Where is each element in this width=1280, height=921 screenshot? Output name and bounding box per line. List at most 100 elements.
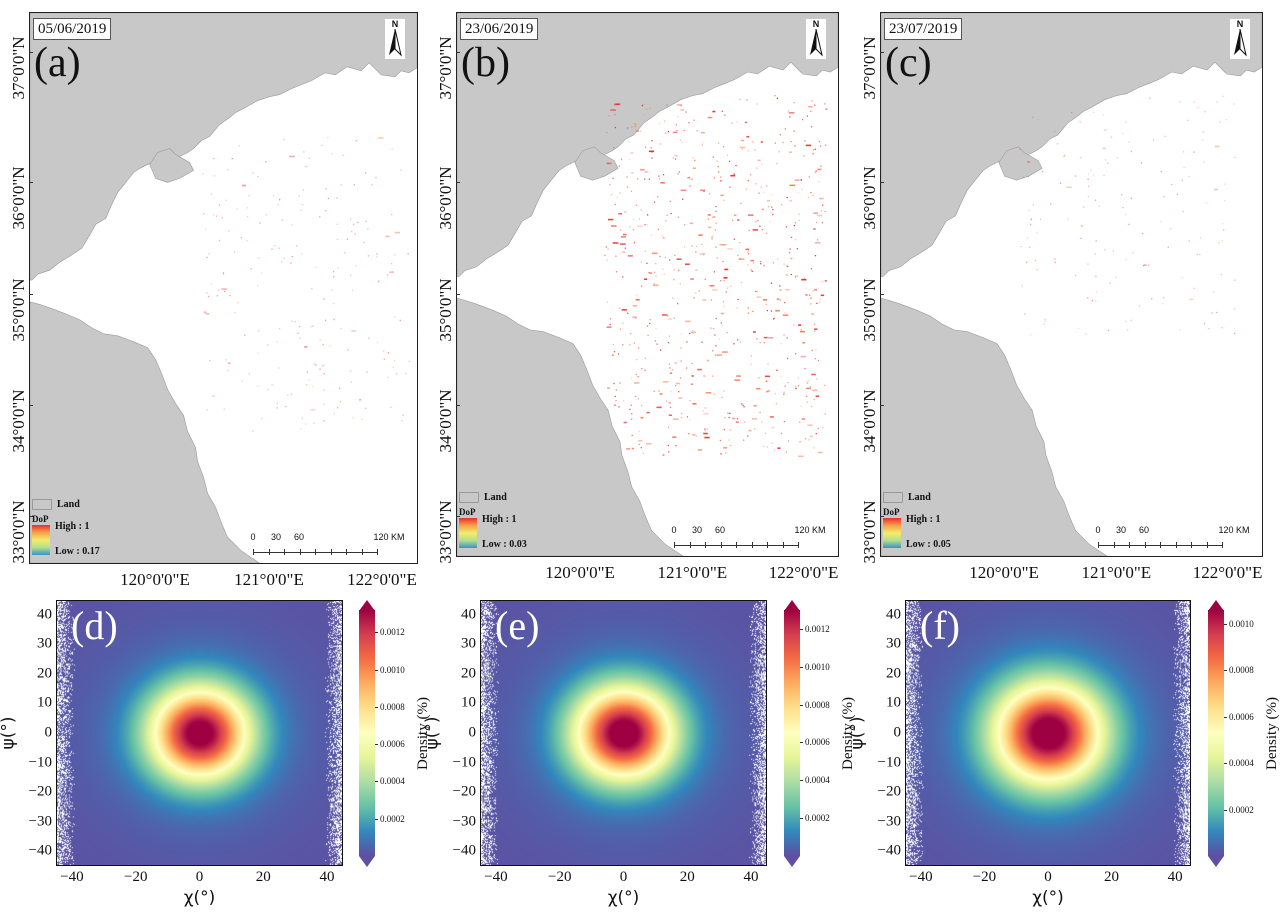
dop-speck <box>709 214 712 216</box>
dop-speck <box>331 289 333 291</box>
dop-speck <box>621 251 624 253</box>
dop-speck <box>327 197 330 200</box>
colorbar-tick-label: 0.0012 <box>380 627 405 638</box>
colorbar-extend-min <box>1208 856 1224 867</box>
dop-speck <box>794 387 797 390</box>
y-tick-label: 40 <box>461 606 476 623</box>
dop-speck <box>321 144 323 147</box>
dop-speck <box>272 195 275 197</box>
dop-speck <box>765 391 767 393</box>
dop-speck <box>674 154 678 157</box>
dop-speck <box>632 316 637 318</box>
dop-speck <box>371 184 373 186</box>
dop-speck <box>730 174 736 177</box>
dop-speck <box>265 214 267 216</box>
dop-speck <box>794 276 797 278</box>
dop-speck <box>676 130 678 132</box>
dop-speck <box>319 368 321 370</box>
dop-speck <box>276 341 278 343</box>
dop-speck <box>641 368 643 370</box>
y-tick-label: 40 <box>37 606 52 623</box>
dop-speck <box>323 298 325 300</box>
lat-label: 33°0'0"N <box>860 500 879 564</box>
dop-speck <box>347 349 349 351</box>
scale-tick <box>330 549 332 555</box>
dop-speck <box>281 219 283 221</box>
dop-speck <box>740 281 742 284</box>
dop-speck <box>257 284 259 287</box>
dop-speck <box>811 349 813 352</box>
dop-speck <box>299 337 301 339</box>
dop-speck <box>1102 147 1106 150</box>
dop-speck <box>737 298 739 301</box>
dop-speck <box>813 398 815 401</box>
dop-speck <box>667 342 670 344</box>
dop-speck <box>327 136 329 139</box>
dop-speck <box>624 247 626 249</box>
dop-speck <box>776 162 778 165</box>
dop-speck <box>333 318 335 321</box>
dop-speck <box>663 410 665 412</box>
dop-speck <box>694 434 696 436</box>
dop-speck <box>357 221 359 224</box>
dop-speck <box>712 375 714 377</box>
dop-speck <box>669 259 671 261</box>
dop-speck <box>365 220 367 223</box>
dop-speck <box>720 176 722 178</box>
colorbar-tick <box>375 744 378 746</box>
lat-label: 37°0'0"N <box>9 36 28 100</box>
dop-speck <box>363 241 365 244</box>
dop-speck <box>752 141 754 143</box>
dop-speck <box>612 242 619 244</box>
dop-speck <box>782 314 789 316</box>
lon-label: 121°0'0"E <box>657 563 728 582</box>
dop-speck <box>813 323 816 325</box>
dop-speck <box>1091 300 1094 302</box>
dop-speck <box>1107 329 1110 332</box>
dop-speck <box>819 298 821 300</box>
dop-pattern <box>202 136 410 432</box>
dop-speck <box>315 266 317 268</box>
dop-speck <box>613 146 615 149</box>
dop-speck <box>785 274 788 276</box>
dop-speck <box>647 334 649 336</box>
dop-speck <box>769 220 771 223</box>
dop-speck <box>222 273 225 275</box>
dop-speck <box>683 129 685 132</box>
dop-speck <box>1087 185 1090 187</box>
dop-speck <box>616 196 618 199</box>
dop-speck <box>824 103 826 105</box>
dop-speck <box>609 323 611 326</box>
dop-speck <box>794 222 797 224</box>
colorbar-tick <box>375 818 378 820</box>
scale-tick <box>1160 542 1161 548</box>
colorbar-tick <box>1224 623 1227 625</box>
dop-speck <box>698 290 700 292</box>
x-tick-label: 40 <box>1167 869 1183 885</box>
dop-speck <box>746 248 750 251</box>
y-tick-label: 0 <box>893 724 902 741</box>
dop-speck <box>771 426 775 429</box>
dop-speck <box>821 222 824 224</box>
dop-speck <box>818 140 821 143</box>
dop-speck <box>1079 121 1081 123</box>
dop-speck <box>302 189 305 191</box>
dop-speck <box>630 377 633 379</box>
dop-speck <box>376 256 378 258</box>
dop-speck <box>730 285 732 288</box>
heatmap-area: (d) <box>56 600 343 866</box>
dop-speck <box>654 340 656 342</box>
dop-speck <box>365 407 367 410</box>
dop-speck <box>1205 202 1208 204</box>
dop-speck <box>1030 223 1032 225</box>
lat-tick <box>29 516 33 517</box>
dop-speck <box>367 228 369 230</box>
colorbar-tick <box>375 669 378 671</box>
dop-speck <box>1148 264 1150 266</box>
dop-speck <box>1092 174 1095 176</box>
x-tick-label: 20 <box>679 869 695 885</box>
dop-speck <box>716 354 722 356</box>
dop-speck <box>351 330 356 332</box>
dop-speck <box>794 385 797 388</box>
x-tick-label: −20 <box>972 869 997 885</box>
